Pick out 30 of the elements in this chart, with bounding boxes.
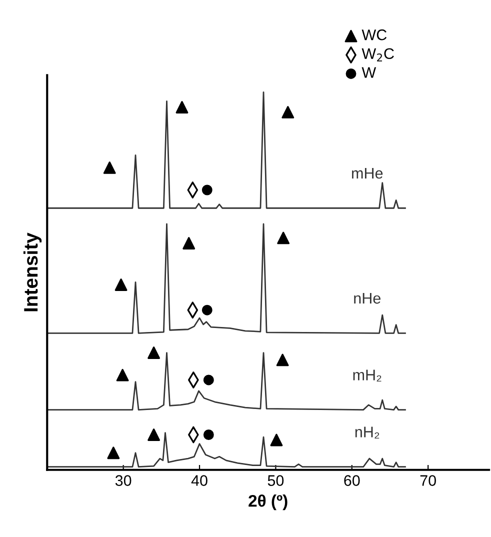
- point: [203, 374, 214, 386]
- point: [148, 428, 160, 441]
- x-tick-label: 70: [420, 475, 436, 486]
- x-tick-label: 40: [191, 475, 208, 486]
- point: [270, 434, 283, 446]
- legend-label: W$_{2}$C: [362, 48, 394, 62]
- point: [176, 101, 188, 114]
- point: [277, 232, 290, 244]
- x-tick-label: 30: [115, 475, 132, 486]
- series-label: mH₂: [353, 370, 382, 382]
- point: [182, 237, 196, 250]
- series-label: mHe: [352, 168, 383, 179]
- legend-label: W: [362, 67, 376, 78]
- point: [116, 368, 129, 382]
- point: [107, 446, 120, 460]
- point: [202, 184, 212, 196]
- point: [282, 106, 294, 118]
- series-label: nHe: [354, 293, 380, 304]
- x-axis-title: 2θ (º): [248, 494, 288, 510]
- x-tick-label: 50: [268, 475, 284, 486]
- legend-label: WC: [362, 29, 387, 40]
- point: [114, 278, 128, 292]
- point: [148, 346, 160, 360]
- point: [276, 354, 289, 366]
- x-tick-label: 60: [344, 475, 360, 486]
- point: [203, 430, 214, 440]
- y-axis-title: Intensity: [23, 232, 42, 312]
- point: [103, 162, 116, 174]
- point: [202, 304, 212, 316]
- series-label: nH₂: [355, 426, 380, 439]
